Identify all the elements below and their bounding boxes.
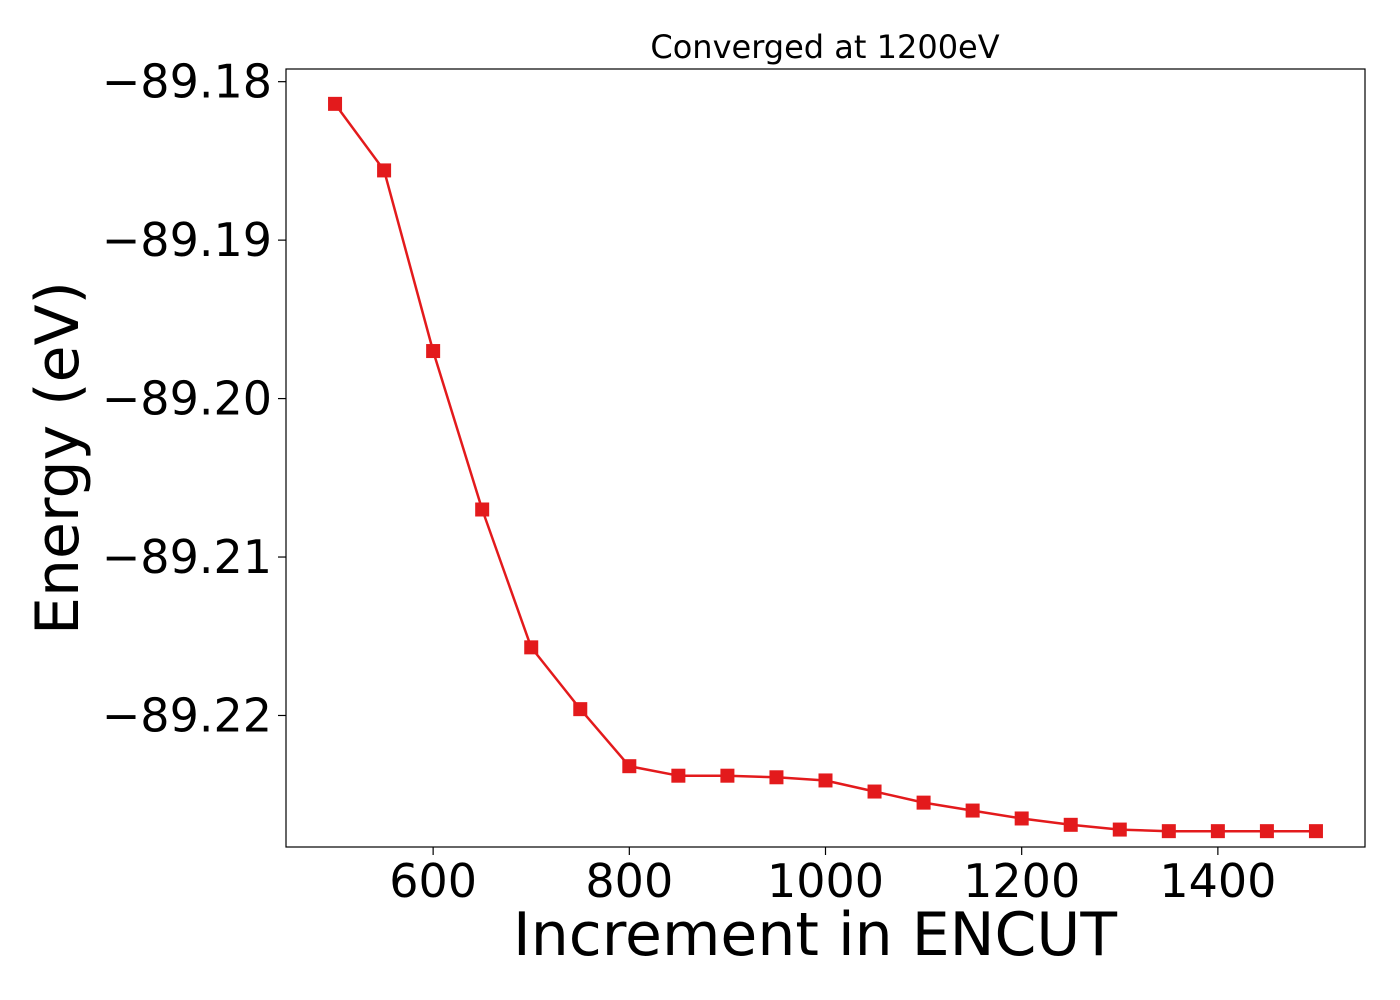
x-tick-label: 1400 bbox=[1159, 854, 1276, 908]
x-axis: 600 800 1000 1200 1400 bbox=[389, 847, 1276, 908]
data-point-marker bbox=[1161, 824, 1176, 839]
chart-title: Converged at 1200eV bbox=[650, 28, 999, 66]
data-point-marker bbox=[475, 502, 490, 517]
series-layer bbox=[328, 96, 1323, 839]
data-point-marker bbox=[1210, 824, 1225, 839]
data-point-marker bbox=[965, 803, 980, 818]
data-point-marker bbox=[1014, 811, 1029, 826]
series-line bbox=[333, 103, 1316, 833]
y-tick-label: −89.18 bbox=[102, 55, 272, 109]
data-point-marker bbox=[426, 344, 441, 359]
x-axis-label: Increment in ENCUT bbox=[513, 900, 1117, 970]
data-point-marker bbox=[769, 770, 784, 785]
y-axis-label: Energy (eV) bbox=[23, 281, 93, 635]
y-tick-label: −89.22 bbox=[102, 688, 272, 742]
data-point-marker bbox=[916, 795, 931, 810]
y-tick-label: −89.20 bbox=[102, 372, 272, 426]
data-point-marker bbox=[1308, 824, 1323, 839]
y-tick-label: −89.19 bbox=[102, 213, 272, 267]
data-point-marker bbox=[573, 702, 588, 717]
data-point-marker bbox=[720, 768, 735, 783]
data-point-marker bbox=[1259, 824, 1274, 839]
data-point-marker bbox=[818, 773, 833, 788]
x-tick-label: 1200 bbox=[963, 854, 1080, 908]
x-tick-label: 1000 bbox=[767, 854, 884, 908]
data-point-marker bbox=[524, 640, 539, 655]
x-tick-label: 600 bbox=[389, 854, 477, 908]
y-tick-label: −89.21 bbox=[102, 530, 272, 584]
data-point-marker bbox=[867, 784, 882, 799]
y-axis: −89.18 −89.19 −89.20 −89.21 −89.22 bbox=[102, 55, 286, 742]
data-point-marker bbox=[328, 96, 343, 111]
data-point-marker bbox=[1063, 817, 1078, 832]
x-tick-label: 800 bbox=[585, 854, 673, 908]
data-point-marker bbox=[622, 759, 637, 774]
data-point-marker bbox=[671, 768, 686, 783]
plot-area-frame bbox=[285, 68, 1366, 848]
data-point-marker bbox=[1112, 822, 1127, 837]
data-point-marker bbox=[377, 163, 392, 178]
